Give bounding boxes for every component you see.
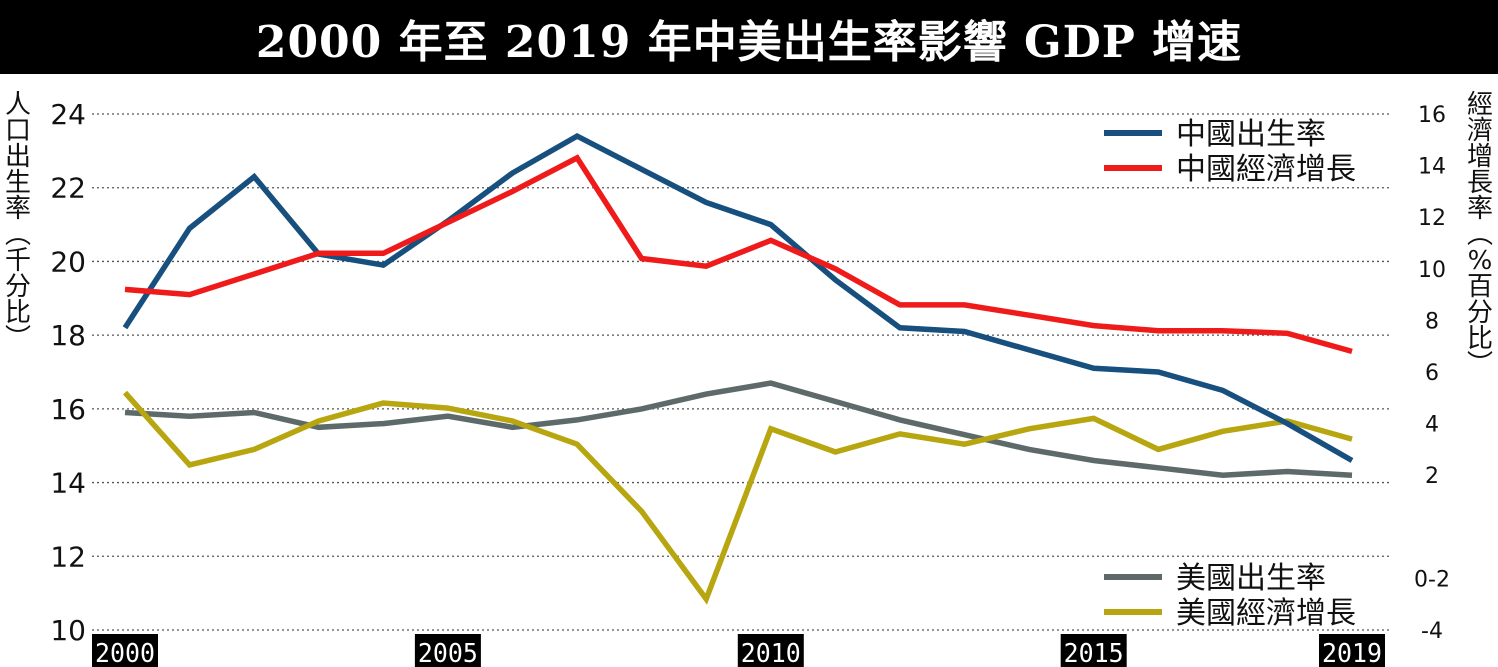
right-tick-label: 14 — [1418, 155, 1446, 180]
right-tick-label: 0-2 — [1414, 567, 1450, 592]
right-axis-label-char: 比 — [1466, 324, 1493, 354]
left-axis-label-char: 生 — [4, 168, 31, 198]
series-line-2 — [124, 380, 1353, 478]
x-tick-box — [1319, 634, 1385, 667]
series-line-1 — [124, 154, 1353, 355]
right-axis-label-char: 長 — [1466, 168, 1493, 198]
right-tick-label: 10 — [1418, 258, 1446, 283]
left-tick-label: 22 — [50, 172, 86, 205]
x-tick-label: 2019 — [1322, 639, 1382, 667]
right-tick-label: 8 — [1425, 309, 1439, 334]
right-axis-label-char: 濟 — [1466, 116, 1493, 146]
left-tick-label: 24 — [50, 98, 86, 131]
grid-lines — [92, 113, 1392, 631]
right-tick-label: 12 — [1418, 206, 1446, 231]
right-tick-label: 4 — [1425, 413, 1439, 438]
series-line-0 — [122, 132, 1354, 463]
right-axis-label-char: 率 — [1466, 194, 1493, 224]
x-tick-label: 2010 — [741, 639, 801, 667]
right-axis-label: 經濟增長率 ︵% 百分比 ︶ — [1464, 92, 1496, 378]
right-tick-label: 2 — [1425, 464, 1439, 489]
right-axis-label-char: 百 — [1466, 272, 1493, 302]
left-tick-label: 10 — [50, 614, 86, 647]
x-tick-box — [92, 634, 158, 667]
left-axis-label-char: 口 — [4, 116, 31, 146]
left-axis-label-char: 比 — [4, 298, 31, 328]
left-axis-ticks: 24 22 20 18 16 14 12 10 — [50, 98, 86, 647]
right-axis-label-char: ︶ — [1466, 350, 1493, 380]
left-axis-label-char: ︶ — [4, 324, 31, 354]
left-axis-label: 人口出生率 ︵ 千分比 ︶ — [2, 92, 34, 352]
left-axis-label-char: ︵ — [4, 220, 31, 250]
right-axis-label-char: 增 — [1466, 142, 1493, 172]
right-tick-label: 16 — [1418, 103, 1446, 128]
legend-label: 中國經濟增長 — [1176, 152, 1356, 187]
x-tick-label: 2005 — [418, 639, 478, 667]
right-axis-ticks: 16 14 12 10 8 6 4 2 0-2 -4 — [1414, 103, 1450, 644]
x-tick-label: 2000 — [95, 639, 155, 667]
x-tick-box — [1060, 634, 1127, 667]
x-tick-box — [737, 634, 804, 667]
right-axis-label-char: 分 — [1466, 298, 1493, 328]
right-axis-label-char: % — [1467, 246, 1493, 276]
left-tick-label: 16 — [50, 393, 86, 426]
x-tick-label: 2015 — [1064, 639, 1124, 667]
left-axis-label-char: 率 — [4, 194, 31, 224]
title-bar: 2000 年至 2019 年中美出生率影響 GDP 增速 — [0, 0, 1498, 74]
left-tick-label: 20 — [50, 245, 86, 278]
left-axis-label-char: 分 — [4, 272, 31, 302]
series-lines — [122, 132, 1354, 605]
right-tick-label: -4 — [1421, 619, 1443, 644]
left-tick-label: 12 — [50, 540, 86, 573]
x-axis-ticks: 2000 2005 2010 2015 2019 — [92, 634, 1385, 667]
right-axis-label-char: ︵ — [1466, 220, 1493, 250]
legend-label: 美國出生率 — [1176, 561, 1326, 596]
left-axis-label-char: 千 — [4, 246, 31, 276]
left-axis-label-char: 人 — [4, 90, 31, 120]
series-line-3 — [122, 390, 1353, 605]
right-tick-label: 6 — [1425, 361, 1439, 386]
legend-label: 美國經濟增長 — [1176, 596, 1356, 631]
left-tick-label: 14 — [50, 467, 86, 500]
left-axis-label-char: 出 — [4, 142, 31, 172]
legend-label: 中國出生率 — [1176, 117, 1326, 152]
chart-title: 2000 年至 2019 年中美出生率影響 GDP 增速 — [255, 17, 1243, 68]
right-axis-label-char: 經 — [1466, 90, 1493, 120]
x-tick-box — [414, 634, 481, 667]
left-tick-label: 18 — [50, 319, 86, 352]
